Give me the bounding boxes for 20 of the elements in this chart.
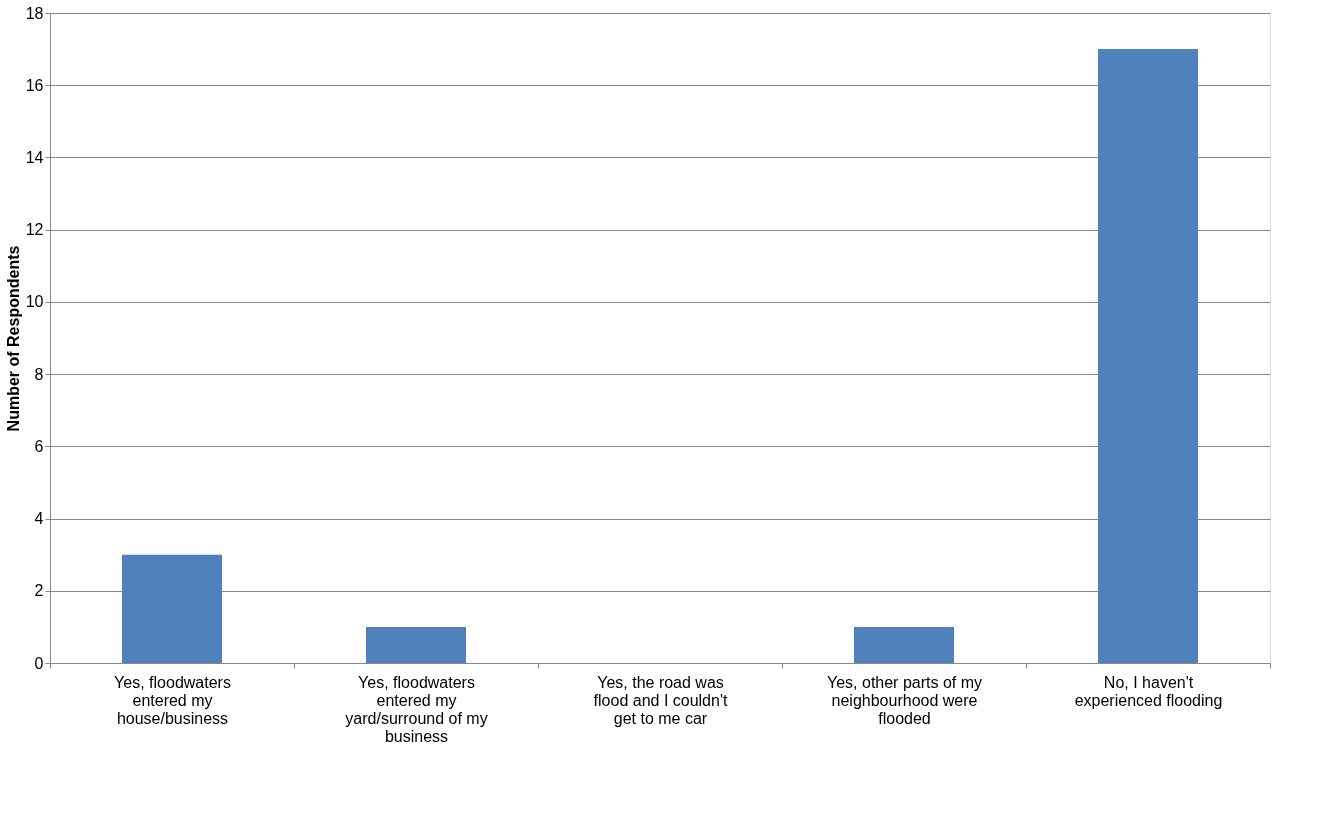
- x-tick-label: Yes, floodwaters entered my yard/surround of my business: [345, 673, 488, 745]
- y-tick-label: 12: [25, 221, 44, 239]
- bar: [122, 554, 222, 663]
- bar: [1098, 49, 1198, 663]
- x-tick-label: Yes, floodwaters entered my house/business: [114, 673, 231, 727]
- y-tick-label: 18: [25, 4, 44, 22]
- y-tick-label: 0: [34, 654, 44, 672]
- y-axis-title: Number of Respondents: [4, 245, 22, 432]
- y-tick-label: 8: [34, 365, 44, 383]
- y-tick-label: 10: [25, 293, 44, 311]
- x-tick-label: Yes, the road was flood and I couldn't get to me car: [593, 673, 728, 727]
- y-tick-label: 4: [34, 510, 44, 528]
- y-tick-label: 6: [34, 437, 44, 455]
- bar: [366, 626, 466, 663]
- y-tick-label: 16: [25, 76, 44, 94]
- x-tick-label: Yes, other parts of my neighbourhood were flooded: [826, 673, 983, 727]
- y-tick-label: 2: [34, 582, 44, 600]
- bar: [854, 626, 954, 663]
- x-tick-label: No, I haven't experienced flooding: [1074, 673, 1223, 709]
- y-tick-label: 14: [25, 148, 44, 166]
